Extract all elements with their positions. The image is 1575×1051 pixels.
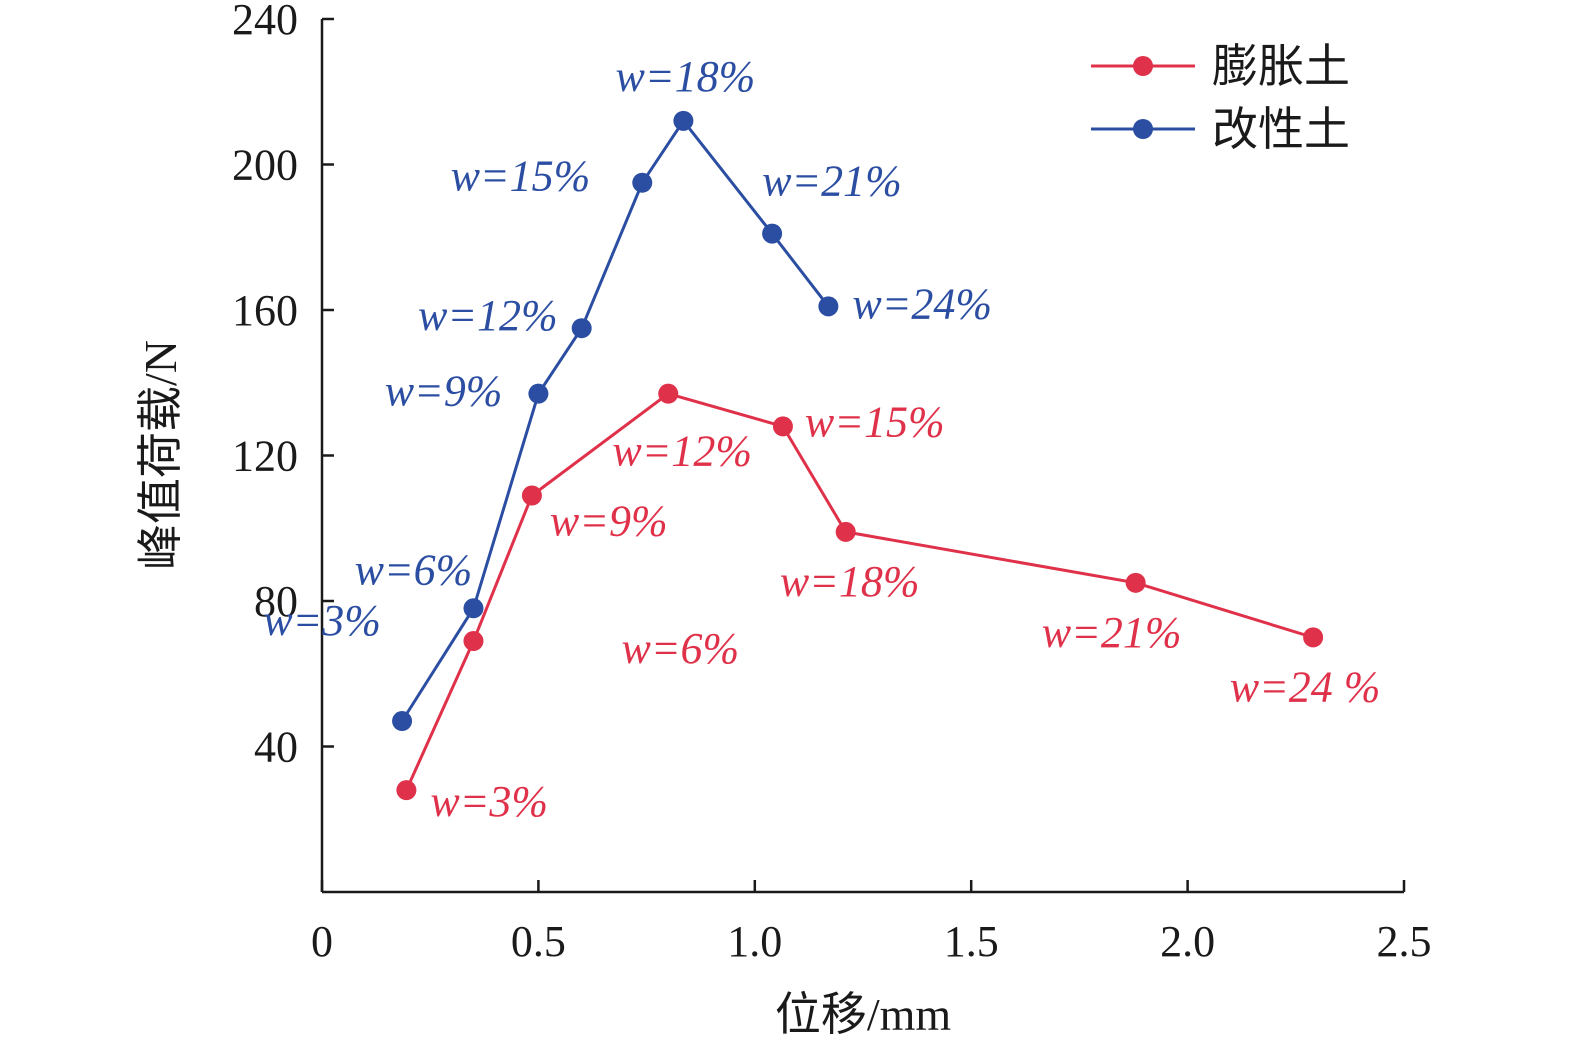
x-axis-label: 位移/mm (775, 989, 952, 1040)
y-tick-label: 120 (232, 432, 298, 481)
legend-marker-swelling-soil (1133, 56, 1153, 76)
legend-label-swelling-soil: 膨胀土 (1212, 41, 1350, 92)
y-tick-label: 200 (232, 141, 298, 190)
data-point (528, 383, 549, 404)
legend-label-modified-soil: 改性土 (1212, 104, 1350, 155)
data-point (396, 780, 417, 801)
data-point (835, 521, 856, 542)
data-label: w=9% (385, 367, 503, 416)
data-label: w=6% (355, 545, 473, 594)
data-label: w=24 % (1230, 662, 1381, 711)
y-tick-label: 160 (232, 286, 298, 335)
data-label: w=15% (805, 397, 945, 446)
data-point (571, 318, 592, 339)
data-label: w=3% (263, 596, 381, 645)
data-point (658, 383, 679, 404)
data-point (1125, 572, 1146, 593)
data-point (521, 485, 542, 506)
data-label: w=6% (621, 624, 739, 673)
data-label: w=12% (418, 291, 558, 340)
legend: 膨胀土 改性土 (1091, 41, 1350, 155)
y-tick-label: 240 (232, 0, 298, 44)
data-point (392, 711, 413, 732)
data-label: w=24% (852, 279, 992, 328)
data-point (632, 172, 653, 193)
y-axis-label: 峰值荷载/N (135, 340, 186, 570)
x-tick-label: 2.0 (1160, 917, 1215, 966)
data-label: w=9% (550, 497, 668, 546)
series-points (392, 110, 1324, 801)
data-point (463, 631, 484, 652)
data-point (463, 598, 484, 619)
data-label: w=12% (612, 427, 752, 476)
x-tick-label: 1.5 (944, 917, 999, 966)
point-labels: w=3%w=6%w=9%w=12%w=15%w=18%w=21%w=24 %w=… (263, 52, 1380, 826)
x-tick-label: 2.5 (1377, 917, 1432, 966)
series-line-1 (400, 118, 830, 722)
data-point (762, 223, 783, 244)
x-tick-label: 0.5 (511, 917, 566, 966)
data-point (673, 110, 694, 131)
ticks: 0 0.5 1.0 1.5 2.0 2.5 40 80 120 160 200 240 (232, 0, 1432, 966)
series-lines (400, 118, 1314, 791)
data-label: w=18% (780, 557, 920, 606)
data-point (1303, 627, 1324, 648)
data-label: w=3% (430, 777, 548, 826)
legend-marker-modified-soil (1133, 119, 1153, 139)
data-point (772, 416, 793, 437)
y-tick-label: 80 (254, 577, 298, 626)
x-tick-label: 1.0 (727, 917, 782, 966)
data-label: w=18% (616, 52, 756, 101)
data-label: w=21% (1042, 608, 1182, 657)
data-label: w=15% (451, 152, 591, 201)
series-line-0 (405, 392, 1314, 791)
y-tick-label: 40 (254, 723, 298, 772)
data-point (818, 296, 839, 317)
x-tick-label: 0 (311, 917, 333, 966)
data-label: w=21% (762, 157, 902, 206)
